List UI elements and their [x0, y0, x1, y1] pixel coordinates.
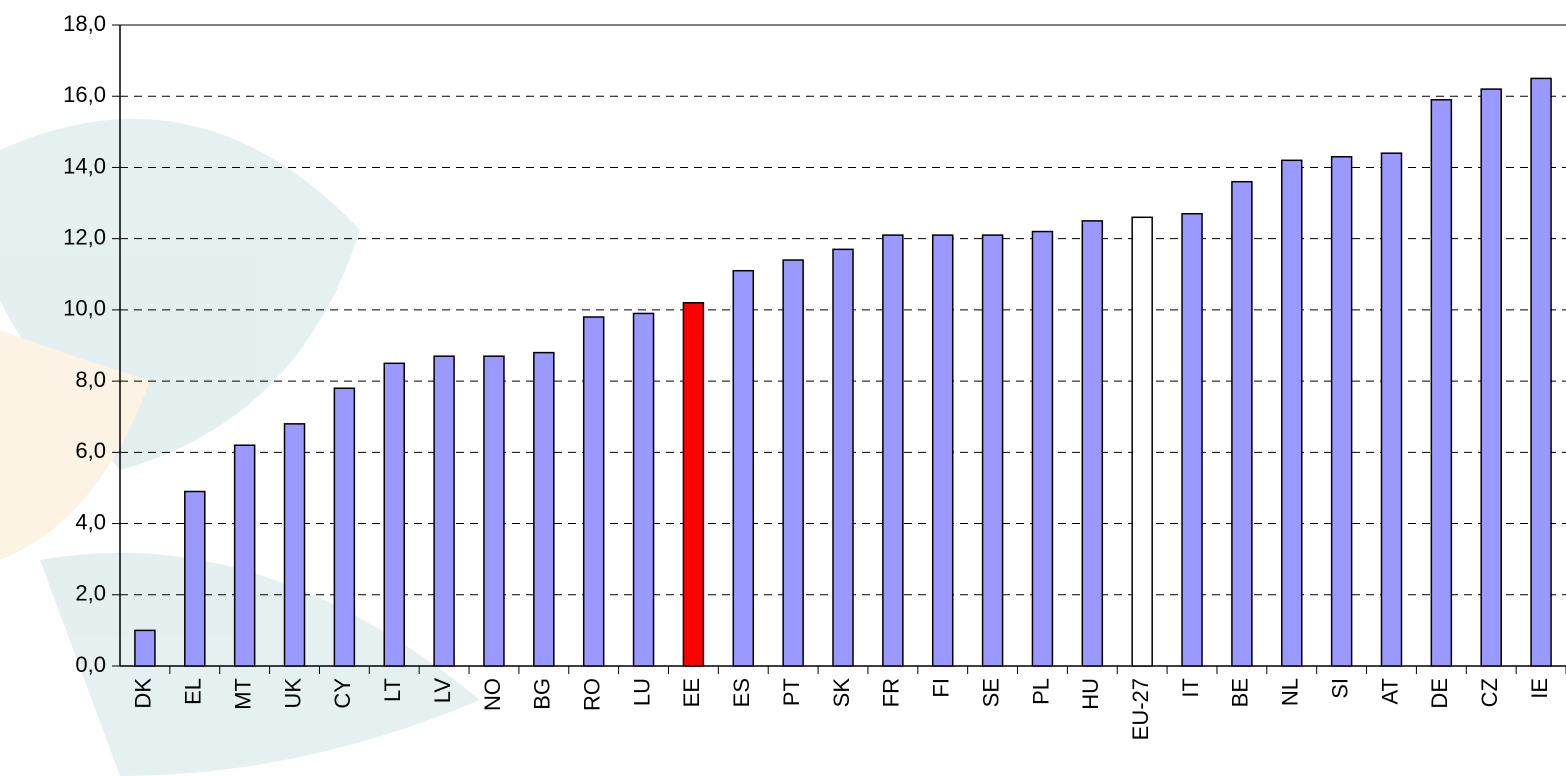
x-tick-label: EE: [679, 678, 704, 707]
x-tick-label: SE: [978, 678, 1003, 707]
y-tick-label: 6,0: [75, 438, 106, 463]
x-tick-label: LV: [430, 678, 455, 704]
x-tick-label: PL: [1028, 678, 1053, 705]
x-tick-label: MT: [230, 678, 255, 710]
x-tick-label: RO: [580, 678, 605, 711]
bar: [483, 355, 505, 667]
x-tick-label: NO: [480, 678, 505, 711]
bar: [233, 444, 256, 667]
bar: [383, 362, 405, 667]
x-tick-label: NL: [1278, 678, 1303, 706]
y-tick-label: 16,0: [63, 82, 106, 107]
bar: [1031, 230, 1054, 667]
x-tick-label: SK: [829, 678, 854, 708]
x-tick-label: EU-27: [1128, 678, 1153, 740]
bar: [832, 248, 854, 667]
bar: [931, 234, 954, 667]
bar: [1430, 99, 1453, 667]
y-tick-label: 2,0: [75, 581, 106, 606]
x-tick-label: AT: [1377, 678, 1402, 704]
bar: [582, 316, 605, 667]
bar: [1530, 77, 1552, 667]
x-tick-label: HU: [1078, 678, 1103, 710]
y-tick-label: 8,0: [75, 367, 106, 392]
watermark: [0, 118, 480, 776]
y-tick-label: 18,0: [63, 11, 106, 36]
x-tick-label: FI: [929, 678, 954, 698]
bar: [981, 234, 1004, 667]
bar: [1231, 180, 1253, 667]
bar: [1181, 212, 1203, 667]
bar: [732, 269, 755, 667]
bar: [1380, 152, 1403, 667]
x-tick-label: CZ: [1477, 678, 1502, 707]
bar: [1480, 88, 1502, 667]
bar: [134, 629, 156, 667]
x-tick-label: DE: [1427, 678, 1452, 709]
x-tick-label: LT: [380, 678, 405, 702]
y-tick-label: 0,0: [75, 652, 106, 677]
x-tick-label: PT: [779, 678, 804, 706]
bar: [283, 423, 306, 667]
bar: [1081, 220, 1104, 667]
bar: [882, 234, 904, 667]
y-tick-label: 14,0: [63, 153, 106, 178]
bar: [333, 387, 356, 667]
y-tick-label: 10,0: [63, 296, 106, 321]
y-tick-label: 4,0: [75, 509, 106, 534]
bar: [433, 355, 455, 667]
bar: [533, 351, 555, 667]
x-tick-label: EL: [181, 678, 206, 705]
x-tick-label: ES: [729, 678, 754, 707]
bar: [184, 490, 206, 667]
x-tick-label: BE: [1228, 678, 1253, 707]
x-tick-label: LU: [629, 678, 654, 706]
bar: [782, 259, 804, 667]
x-tick-label: IE: [1527, 678, 1552, 699]
bar: [632, 312, 655, 667]
bar: [1281, 159, 1303, 667]
x-tick-label: SI: [1327, 678, 1352, 699]
y-tick-label: 12,0: [63, 224, 106, 249]
bar: [682, 302, 705, 667]
x-tick-label: IT: [1178, 678, 1203, 698]
x-tick-label: DK: [131, 678, 156, 709]
bar: [1330, 156, 1353, 667]
x-tick-label: CY: [330, 678, 355, 709]
x-tick-label: FR: [879, 678, 904, 707]
x-tick-label: BG: [530, 678, 555, 710]
x-tick-label: UK: [280, 678, 305, 709]
bar: [1131, 216, 1153, 667]
